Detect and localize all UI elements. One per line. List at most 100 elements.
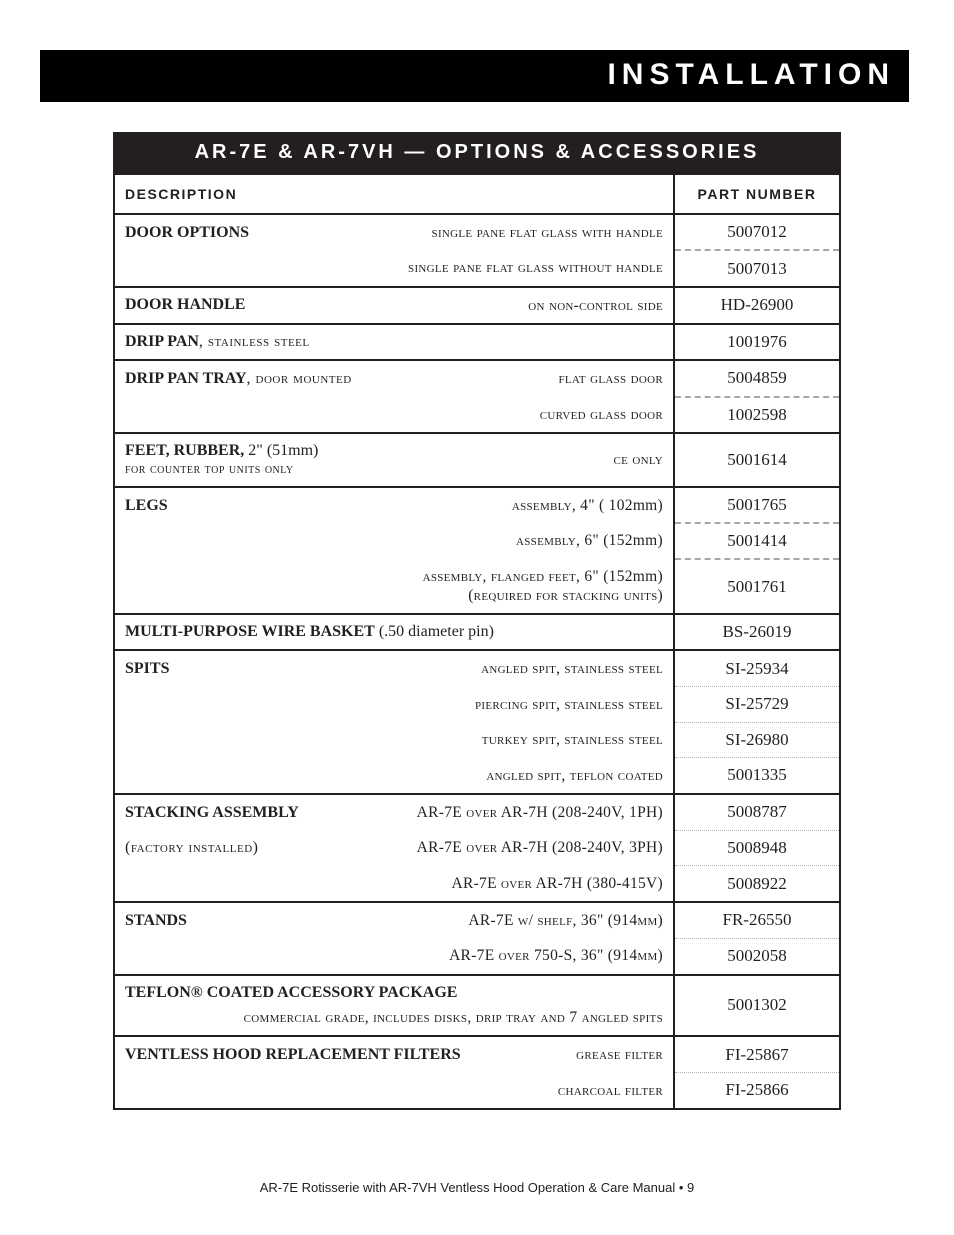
row-lead: FEET, RUBBER, 2" (51mm)for counter top u… [125,442,318,478]
table-title: AR-7E & AR-7VH — OPTIONS & ACCESSORIES [114,133,840,174]
description-cell: single pane flat glass without handle [114,250,674,286]
table-row: TEFLON® COATED ACCESSORY PACKAGE commerci… [114,975,840,1036]
row-detail: charcoal filter [558,1081,663,1100]
description-cell: STANDSAR-7E w/ shelf, 36" (914mm) [114,902,674,938]
table-body: DOOR OPTIONSsingle pane flat glass with … [114,214,840,1109]
part-number-cell: 5001614 [674,433,840,487]
row-detail: on non-control side [528,296,663,315]
table-row: SPITS angled spit, stainless steel SI-2593… [114,650,840,686]
description-cell: DRIP PAN TRAY, door mountedflat glass do… [114,360,674,396]
row-lead: STACKING ASSEMBLY [125,804,299,822]
row-detail: ce only [614,450,663,469]
row-lead: SPITS [125,660,169,678]
row-detail: assembly, 6" (152mm) [516,531,663,550]
row-detail: angled spit, stainless steel [481,659,663,678]
description-cell: curved glass door [114,397,674,433]
table-row: AR-7E over AR-7H (380-415V) 5008922 [114,866,840,902]
row-detail: turkey spit, stainless steel [482,730,663,749]
part-number-cell: 5007013 [674,250,840,286]
table-row: FEET, RUBBER, 2" (51mm)for counter top u… [114,433,840,487]
description-cell: TEFLON® COATED ACCESSORY PACKAGE commerci… [114,975,674,1036]
table-row: turkey spit, stainless steel SI-26980 [114,722,840,757]
row-lead: MULTI-PURPOSE WIRE BASKET (.50 diameter … [125,623,494,641]
row-lead: VENTLESS HOOD REPLACEMENT FILTERS [125,1046,461,1064]
part-number-cell: 5008948 [674,830,840,865]
table-row: DOOR OPTIONSsingle pane flat glass with … [114,214,840,250]
row-detail: flat glass door [558,369,663,388]
row-detail: AR-7E over AR-7H (208-240V, 3PH) [417,838,663,857]
row-lead: LEGS [125,497,168,515]
table-row: DOOR HANDLE on non-control side HD-26900 [114,287,840,324]
part-number-cell: SI-26980 [674,722,840,757]
row-lead: TEFLON® COATED ACCESSORY PACKAGE [125,984,663,1002]
description-cell: MULTI-PURPOSE WIRE BASKET (.50 diameter … [114,614,674,650]
row-detail: AR-7E over 750-S, 36" (914mm) [449,946,663,965]
part-number-cell: 1002598 [674,397,840,433]
row-detail: AR-7E over AR-7H (208-240V, 1PH) [417,803,663,822]
description-cell: SPITS angled spit, stainless steel [114,650,674,686]
accessories-table: AR-7E & AR-7VH — OPTIONS & ACCESSORIES D… [113,132,841,1110]
part-number-cell: 5001761 [674,559,840,615]
part-number-cell: 5008922 [674,866,840,902]
table-row: LEGS assembly, 4" ( 102mm) 5001765 [114,487,840,523]
row-detail: single pane flat glass with handle [432,223,663,242]
section-header-text: INSTALLATION [607,58,895,91]
row-detail: assembly, flanged feet, 6" (152mm)(requi… [423,567,663,606]
part-number-cell: 5004859 [674,360,840,396]
table-row: DRIP PAN, stainless steel 1001976 [114,324,840,360]
table-row: AR-7E over 750-S, 36" (914mm) 5002058 [114,938,840,974]
table-row: angled spit, teflon coated5001335 [114,758,840,794]
row-lead: DOOR HANDLE [125,296,245,314]
row-detail: curved glass door [540,405,663,424]
part-number-cell: 5001765 [674,487,840,523]
row-detail: piercing spit, stainless steel [475,695,663,714]
part-number-cell: FI-25866 [674,1073,840,1109]
table-row: VENTLESS HOOD REPLACEMENT FILTERS grease … [114,1036,840,1072]
row-detail: grease filter [576,1045,663,1064]
description-cell: DOOR HANDLE on non-control side [114,287,674,324]
row-subline: commercial grade, includes disks, drip t… [125,1008,663,1027]
description-cell: VENTLESS HOOD REPLACEMENT FILTERS grease … [114,1036,674,1072]
part-number-cell: HD-26900 [674,287,840,324]
footer-text: AR-7E Rotisserie with AR-7VH Ventless Ho… [260,1180,694,1195]
row-detail: AR-7E w/ shelf, 36" (914mm) [468,911,663,930]
section-header: INSTALLATION [40,50,909,102]
table-row: STACKING ASSEMBLY AR-7E over AR-7H (208-2… [114,794,840,830]
col-part-number: PART NUMBER [674,174,840,214]
table-row: (factory installed) AR-7E over AR-7H (208… [114,830,840,865]
description-cell: piercing spit, stainless steel [114,687,674,722]
description-cell: AR-7E over AR-7H (380-415V) [114,866,674,902]
description-cell: STACKING ASSEMBLY AR-7E over AR-7H (208-2… [114,794,674,830]
description-cell: DRIP PAN, stainless steel [114,324,674,360]
row-detail: single pane flat glass without handle [408,258,663,277]
page: INSTALLATION AR-7E & AR-7VH — OPTIONS & … [0,0,954,1235]
part-number-cell: FI-25867 [674,1036,840,1072]
row-lead: DRIP PAN, stainless steel [125,333,310,351]
description-cell: AR-7E over 750-S, 36" (914mm) [114,938,674,974]
part-number-cell: BS-26019 [674,614,840,650]
part-number-cell: 5001414 [674,523,840,558]
description-cell: assembly, flanged feet, 6" (152mm)(requi… [114,559,674,615]
description-cell: angled spit, teflon coated [114,758,674,794]
table-row: assembly, flanged feet, 6" (152mm)(requi… [114,559,840,615]
row-lead: (factory installed) [125,839,259,857]
row-detail: assembly, 4" ( 102mm) [512,496,663,515]
table-row: curved glass door 1002598 [114,397,840,433]
col-description: DESCRIPTION [114,174,674,214]
table-row: piercing spit, stainless steel SI-25729 [114,687,840,722]
part-number-cell: 1001976 [674,324,840,360]
table-row: MULTI-PURPOSE WIRE BASKET (.50 diameter … [114,614,840,650]
description-cell: LEGS assembly, 4" ( 102mm) [114,487,674,523]
part-number-cell: FR-26550 [674,902,840,938]
part-number-cell: SI-25729 [674,687,840,722]
table-row: DRIP PAN TRAY, door mountedflat glass do… [114,360,840,396]
description-cell: FEET, RUBBER, 2" (51mm)for counter top u… [114,433,674,487]
row-detail: AR-7E over AR-7H (380-415V) [451,874,663,893]
row-detail: angled spit, teflon coated [486,766,663,785]
table-row: STANDSAR-7E w/ shelf, 36" (914mm)FR-2655… [114,902,840,938]
description-cell: assembly, 6" (152mm) [114,523,674,558]
part-number-cell: 5002058 [674,938,840,974]
table-row: assembly, 6" (152mm) 5001414 [114,523,840,558]
part-number-cell: SI-25934 [674,650,840,686]
description-cell: charcoal filter [114,1073,674,1109]
